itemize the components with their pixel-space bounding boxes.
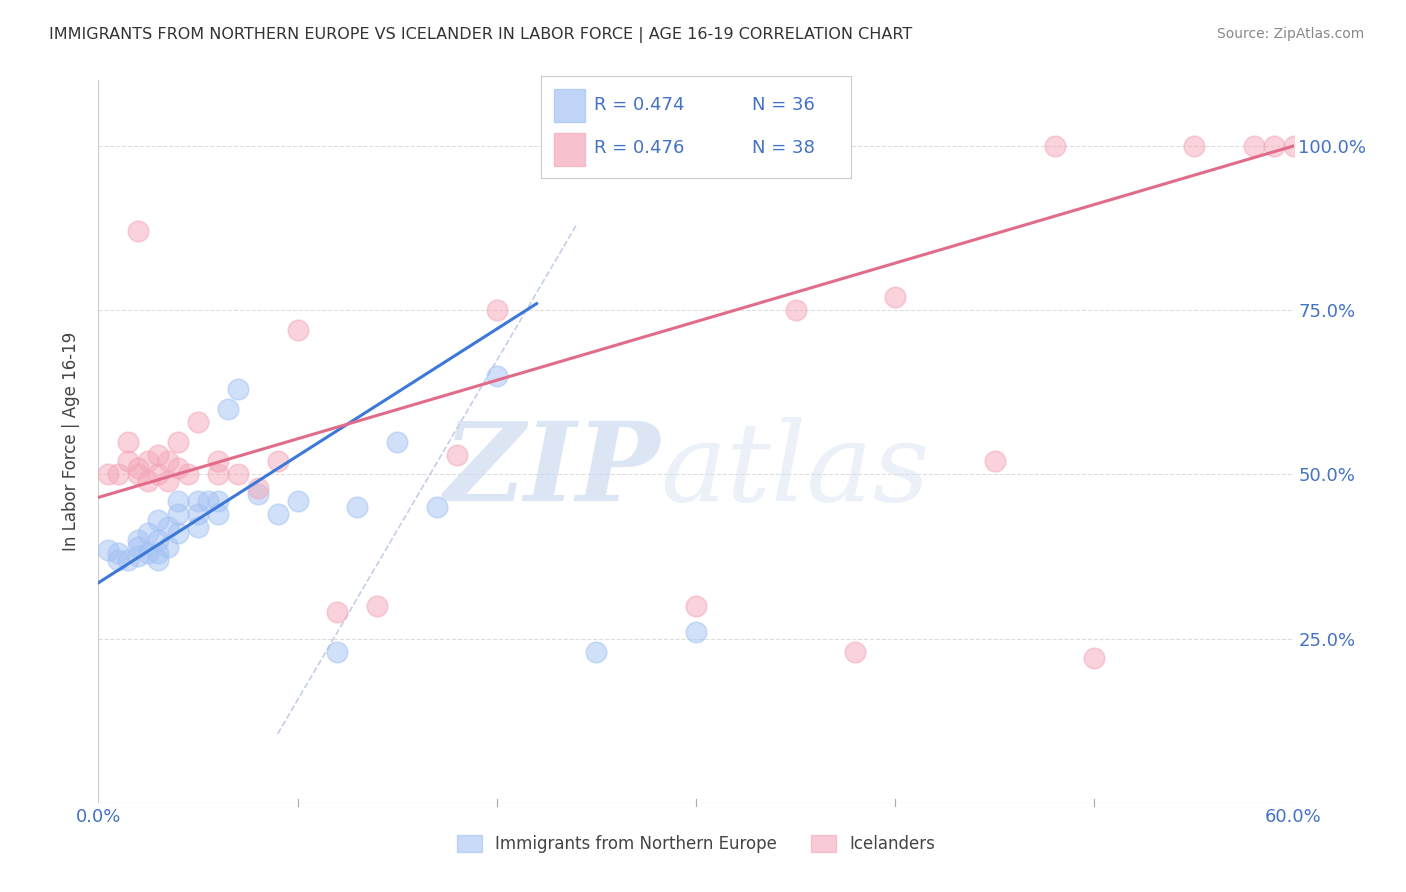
Point <box>136 474 159 488</box>
Point <box>426 500 449 515</box>
Point <box>127 533 149 547</box>
Point <box>167 460 190 475</box>
Point <box>366 599 388 613</box>
Point <box>246 487 269 501</box>
Point <box>117 553 139 567</box>
Point <box>148 467 170 482</box>
Point <box>844 645 866 659</box>
Point <box>148 533 170 547</box>
Text: ZIP: ZIP <box>443 417 661 524</box>
Point <box>207 507 229 521</box>
Point <box>326 645 349 659</box>
Point <box>485 368 508 383</box>
Point <box>157 540 180 554</box>
Point <box>267 454 290 468</box>
Point <box>117 454 139 468</box>
Point <box>148 553 170 567</box>
Text: N = 38: N = 38 <box>752 138 814 157</box>
Point <box>1282 139 1305 153</box>
Point <box>117 434 139 449</box>
Point <box>127 549 149 564</box>
Point <box>446 448 468 462</box>
Point <box>217 401 239 416</box>
Point <box>148 448 170 462</box>
Point <box>1243 139 1265 153</box>
Point <box>346 500 368 515</box>
Point <box>585 645 607 659</box>
Point <box>207 493 229 508</box>
Text: N = 36: N = 36 <box>752 95 814 113</box>
Point <box>136 526 159 541</box>
Point <box>136 546 159 560</box>
Point <box>785 303 807 318</box>
Point <box>177 467 200 482</box>
Text: atlas: atlas <box>661 417 929 524</box>
Point <box>107 467 129 482</box>
Point <box>287 323 309 337</box>
Point <box>187 507 209 521</box>
Point <box>107 553 129 567</box>
Text: IMMIGRANTS FROM NORTHERN EUROPE VS ICELANDER IN LABOR FORCE | AGE 16-19 CORRELAT: IMMIGRANTS FROM NORTHERN EUROPE VS ICELA… <box>49 27 912 43</box>
Point <box>148 513 170 527</box>
Point <box>326 605 349 619</box>
Point <box>187 520 209 534</box>
Point <box>685 625 707 640</box>
Point <box>485 303 508 318</box>
FancyBboxPatch shape <box>554 89 585 122</box>
Point <box>226 382 249 396</box>
Point <box>148 546 170 560</box>
Point <box>685 599 707 613</box>
Point <box>1043 139 1066 153</box>
Point <box>127 467 149 482</box>
Point <box>267 507 290 521</box>
Point <box>226 467 249 482</box>
Point <box>187 415 209 429</box>
Point <box>127 460 149 475</box>
Point <box>157 520 180 534</box>
Point <box>287 493 309 508</box>
Text: R = 0.476: R = 0.476 <box>593 138 685 157</box>
Point <box>984 454 1007 468</box>
Legend: Immigrants from Northern Europe, Icelanders: Immigrants from Northern Europe, Iceland… <box>450 828 942 860</box>
Point <box>1263 139 1285 153</box>
Text: R = 0.474: R = 0.474 <box>593 95 685 113</box>
Y-axis label: In Labor Force | Age 16-19: In Labor Force | Age 16-19 <box>62 332 80 551</box>
Point <box>97 542 120 557</box>
Text: Source: ZipAtlas.com: Source: ZipAtlas.com <box>1216 27 1364 41</box>
Point <box>167 434 190 449</box>
Point <box>167 493 190 508</box>
Point <box>1182 139 1205 153</box>
Point <box>385 434 409 449</box>
Point <box>197 493 219 508</box>
Point <box>107 546 129 560</box>
Point <box>167 507 190 521</box>
Point <box>127 224 149 238</box>
Point <box>187 493 209 508</box>
Point <box>127 540 149 554</box>
Point <box>136 454 159 468</box>
Point <box>97 467 120 482</box>
Point <box>246 481 269 495</box>
FancyBboxPatch shape <box>554 133 585 166</box>
Point <box>207 454 229 468</box>
Point <box>1083 651 1105 665</box>
Point <box>157 454 180 468</box>
Point <box>167 526 190 541</box>
Point <box>207 467 229 482</box>
Point <box>884 290 907 304</box>
Point <box>157 474 180 488</box>
